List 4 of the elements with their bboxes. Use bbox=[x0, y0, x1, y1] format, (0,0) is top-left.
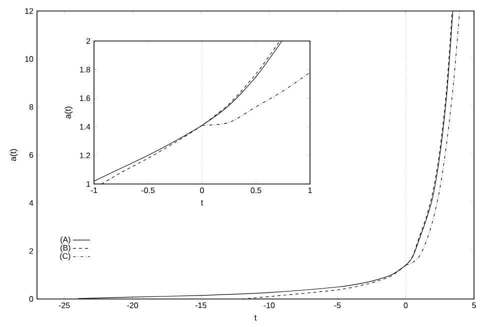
x-axis-title: t bbox=[254, 315, 257, 321]
y-axis-title: a(t) bbox=[10, 149, 18, 161]
y-axis-title: a(t) bbox=[64, 106, 73, 118]
x-axis-title: t bbox=[200, 200, 204, 206]
